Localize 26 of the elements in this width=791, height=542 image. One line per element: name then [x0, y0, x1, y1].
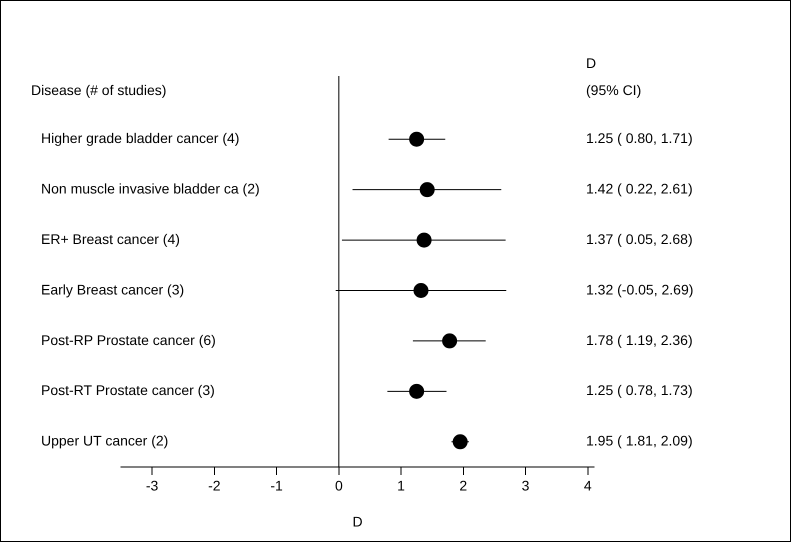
annotation: Disease (# of studies) [31, 82, 166, 98]
data-label: 1.95 ( 1.81, 2.09) [586, 432, 693, 449]
x-tick-label: 3 [522, 477, 530, 494]
y-tick-label: Upper UT cancer (2) [41, 432, 168, 449]
x-tick-label: 1 [397, 477, 406, 494]
x-axis-title: D [352, 513, 363, 530]
data-label: 1.32 (-0.05, 2.69) [586, 281, 694, 298]
x-tick-label: -1 [270, 477, 284, 494]
y-tick-label: Early Breast cancer (3) [41, 281, 184, 298]
y-tick-label: Non muscle invasive bladder ca (2) [41, 180, 260, 196]
y-tick-label: ER+ Breast cancer (4) [41, 230, 180, 247]
data-label: 1.42 ( 0.22, 2.61) [586, 180, 693, 196]
data-label: 1.25 ( 0.80, 1.71) [586, 130, 693, 146]
x-tick-label: 0 [334, 477, 343, 494]
annotation: (95% CI) [586, 82, 642, 98]
text: D [586, 54, 596, 71]
y-tick-label: Post-RP Prostate cancer (6) [41, 332, 216, 348]
x-tick-label: -3 [146, 477, 159, 494]
y-tick-label: Post-RT Prostate cancer (3) [41, 382, 215, 398]
data-label: 1.37 ( 0.05, 2.68) [586, 230, 693, 247]
data-label: 1.25 ( 0.78, 1.73) [586, 382, 693, 398]
x-tick-label: 4 [584, 477, 592, 494]
data-label: 1.78 ( 1.19, 2.36) [586, 332, 693, 348]
y-tick-label: Higher grade bladder cancer (4) [41, 130, 240, 146]
x-tick-label: -2 [208, 477, 221, 494]
x-tick-label: 2 [459, 477, 468, 494]
